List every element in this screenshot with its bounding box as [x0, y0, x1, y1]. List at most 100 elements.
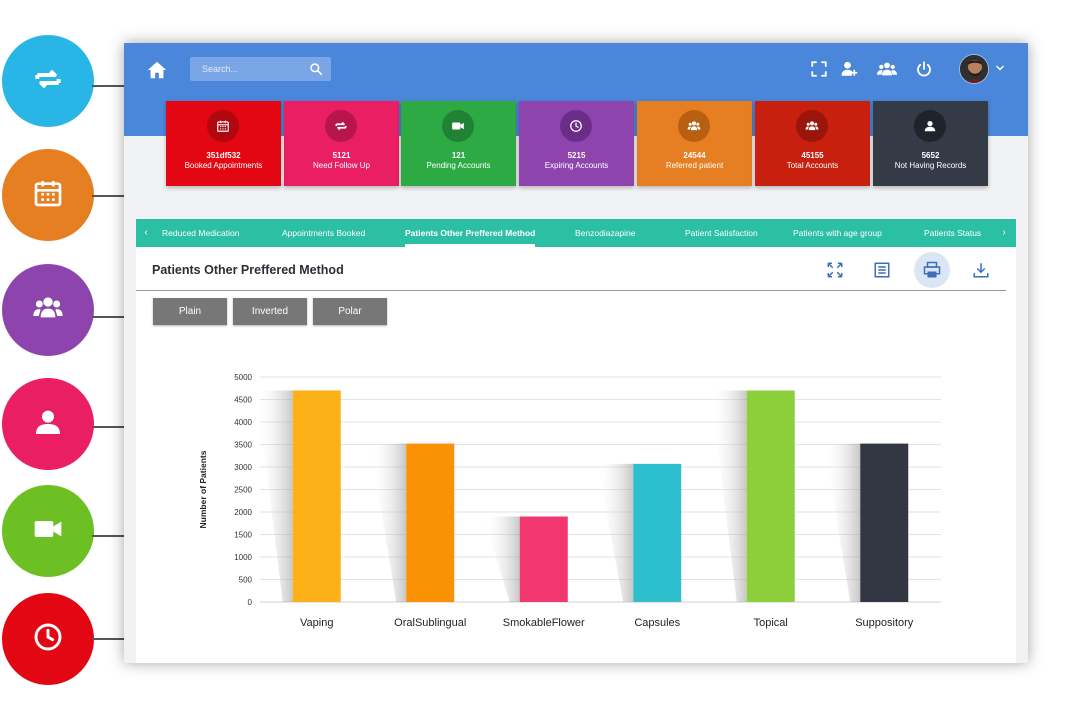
search-icon[interactable] [309, 62, 323, 76]
feature-circle-users[interactable] [2, 264, 94, 356]
feature-circle-clock[interactable] [2, 593, 94, 685]
download-icon[interactable] [970, 259, 992, 281]
print-highlight [914, 252, 950, 288]
x-tick-label: Vaping [300, 617, 333, 629]
search-box [190, 57, 331, 81]
stat-value: 5121 [332, 151, 351, 160]
stat-label: Total Accounts [786, 161, 839, 170]
feature-circle-video[interactable] [2, 485, 94, 577]
tab-patient-satisfaction[interactable]: Patient Satisfaction [685, 228, 758, 238]
users-icon [796, 110, 828, 142]
tab-scroll-left-icon[interactable]: ‹ [144, 227, 148, 238]
connector-line [92, 426, 124, 428]
x-tick-label: Topical [754, 617, 788, 629]
tab-benzodiazapine[interactable]: Benzodiazapine [575, 228, 636, 238]
stat-label: Expiring Accounts [544, 161, 609, 170]
bar-shadow [710, 390, 747, 602]
stat-card[interactable]: 121 Pending Accounts [401, 101, 516, 186]
calendar-icon [32, 177, 64, 214]
bar-smokableflower [519, 516, 568, 602]
chevron-down-icon[interactable] [995, 63, 1005, 73]
feature-circle-calendar[interactable] [2, 149, 94, 241]
y-tick-label: 4000 [234, 418, 252, 427]
stat-value: 121 [451, 151, 466, 160]
home-icon[interactable] [146, 59, 168, 81]
x-tick-label: OralSublingual [394, 617, 466, 629]
stat-value: 5215 [567, 151, 586, 160]
stat-card[interactable]: 24544 Referred patient [637, 101, 752, 186]
bar-shadow [483, 516, 520, 602]
stat-label: Referred patient [665, 161, 724, 170]
expand-icon[interactable] [824, 259, 846, 281]
bar-capsules [633, 463, 682, 602]
user-icon [32, 406, 64, 443]
users-icon [32, 292, 64, 329]
y-tick-label: 1000 [234, 553, 252, 562]
y-tick-label: 1500 [234, 531, 252, 540]
tab-scroll-right-icon[interactable]: › [1002, 227, 1006, 238]
list-icon[interactable] [871, 259, 893, 281]
video-icon [442, 110, 474, 142]
stat-value: 351df532 [206, 151, 241, 160]
connector-line [92, 638, 124, 640]
tab-patients-status[interactable]: Patients Status [924, 228, 982, 238]
stat-label: Booked Appointments [184, 161, 263, 170]
stat-label: Not Having Records [894, 161, 967, 170]
tab-appointments-booked[interactable]: Appointments Booked [282, 228, 366, 238]
bar-suppository [860, 443, 909, 602]
y-tick-label: 500 [239, 576, 253, 585]
connector-line [92, 85, 124, 87]
clock-icon [32, 621, 64, 658]
stat-value: 5652 [921, 151, 940, 160]
stat-label: Pending Accounts [426, 161, 491, 170]
stat-label: Need Follow Up [313, 161, 370, 170]
repeat-icon [325, 110, 357, 142]
stat-card[interactable]: 45155 Total Accounts [755, 101, 870, 186]
search-input[interactable] [190, 57, 308, 81]
add-user-icon[interactable] [840, 60, 858, 78]
group-icon[interactable] [877, 60, 897, 78]
y-tick-label: 2000 [234, 508, 252, 517]
tab-reduced-medication[interactable]: Reduced Medication [162, 228, 240, 238]
panel-title: Patients Other Preffered Method [152, 263, 344, 277]
avatar-image [960, 55, 988, 83]
tab-bar: ‹ Reduced Medication Appointments Booked… [136, 219, 1016, 247]
user-icon [914, 110, 946, 142]
feature-circle-user[interactable] [2, 378, 94, 470]
bar-vaping [292, 390, 341, 602]
polar-button[interactable]: Polar [313, 298, 387, 325]
y-tick-label: 3500 [234, 441, 252, 450]
bar-shadow [824, 443, 861, 602]
feature-circle-repeat[interactable] [2, 35, 94, 127]
stat-card[interactable]: 351df532 Booked Appointments [166, 101, 281, 186]
inverted-button[interactable]: Inverted [233, 298, 307, 325]
users-icon [678, 110, 710, 142]
y-tick-label: 4500 [234, 396, 252, 405]
tab-patients-other-preffered-method[interactable]: Patients Other Preffered Method [405, 219, 536, 247]
connector-line [92, 535, 124, 537]
video-icon [32, 513, 64, 550]
avatar[interactable] [959, 54, 989, 84]
bar-topical [746, 390, 795, 602]
stat-card[interactable]: 5652 Not Having Records [873, 101, 988, 186]
chart-panel: Patients Other Preffered Method [136, 247, 1016, 663]
repeat-icon [32, 63, 64, 100]
y-tick-label: 3000 [234, 463, 252, 472]
x-tick-label: Capsules [634, 617, 680, 629]
print-icon[interactable] [921, 259, 943, 281]
plain-button[interactable]: Plain [153, 298, 227, 325]
tab-patients-age-group[interactable]: Patients with age group [793, 228, 882, 238]
calendar-icon [207, 110, 239, 142]
stat-value: 24544 [683, 151, 706, 160]
bar-shadow [597, 463, 634, 602]
bar-oralsublingual [406, 443, 455, 602]
stat-card[interactable]: 5121 Need Follow Up [284, 101, 399, 186]
power-icon[interactable] [915, 60, 933, 78]
stat-card[interactable]: 5215 Expiring Accounts [519, 101, 634, 186]
connector-line [92, 195, 124, 197]
fullscreen-icon[interactable] [810, 60, 828, 78]
connector-line [92, 316, 124, 318]
panel-divider [136, 290, 1006, 291]
